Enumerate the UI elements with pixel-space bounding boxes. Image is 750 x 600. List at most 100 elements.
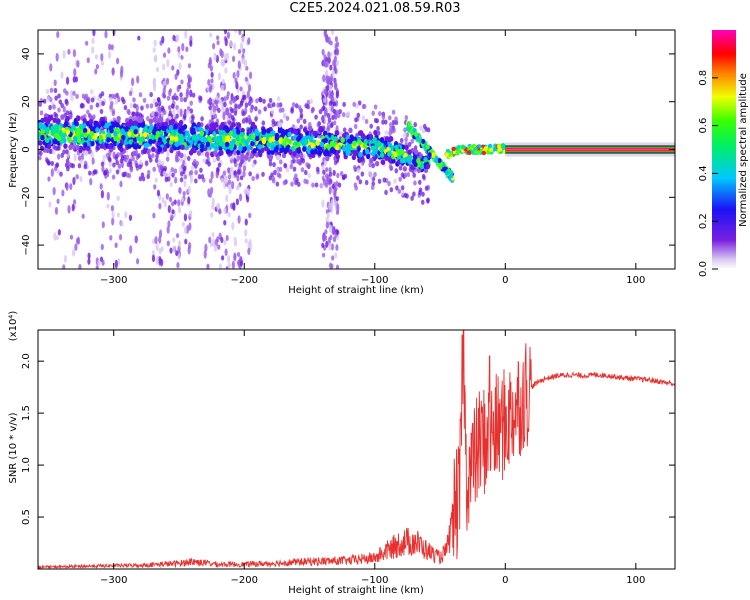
snr-series <box>38 330 675 569</box>
spectrogram-halo-cell <box>341 175 346 181</box>
spectrogram-noise-cell <box>217 72 222 81</box>
spectrogram-noise-cell <box>86 57 90 64</box>
spectrogram-halo-cell <box>183 174 188 180</box>
spectrogram-halo-cell <box>398 176 403 182</box>
spectrogram-halo-cell <box>369 123 374 129</box>
spectrogram-transition-cell <box>488 147 494 153</box>
spectrogram-ridge-cell <box>363 138 368 145</box>
spectrogram-halo-cell <box>142 97 147 103</box>
spectrogram-noise-cell <box>328 202 332 211</box>
spectrogram-halo-cell <box>230 108 234 114</box>
spectrogram-halo-cell <box>112 162 116 168</box>
spectrogram-noise-cell <box>223 207 227 215</box>
spectrogram-halo-cell <box>156 97 161 103</box>
spectrogram-halo-cell <box>208 98 212 104</box>
spectrogram-halo-cell <box>162 170 167 177</box>
spectrogram-noise-cell <box>163 200 167 208</box>
spectrogram-noise-cell <box>240 175 244 181</box>
spectrogram-halo-cell <box>388 163 393 170</box>
spectrogram-noise-cell <box>178 187 182 194</box>
spectrogram-halo-cell <box>315 166 320 172</box>
spectrogram-halo-cell <box>251 175 255 182</box>
spectrogram-noise-cell <box>204 243 208 252</box>
spectrogram-noise-cell <box>175 233 180 239</box>
spectrogram-noise-cell <box>106 191 110 201</box>
x-tick-label: −300 <box>100 275 127 286</box>
spectrogram-halo-cell <box>90 97 95 103</box>
spectrogram-ridge-cell <box>356 146 361 152</box>
spectrogram-halo-cell <box>248 171 252 177</box>
spectrogram-halo-cell <box>105 152 110 158</box>
spectrogram-halo-cell <box>282 180 287 186</box>
spectrogram-ridge-cell <box>373 129 378 136</box>
spectrogram-noise-cell <box>225 52 230 61</box>
spectrogram-halo-cell <box>234 103 238 109</box>
spectrogram-halo-cell <box>194 169 198 176</box>
spectrogram-noise-cell <box>168 196 173 202</box>
spectrogram-halo-cell <box>410 138 415 144</box>
spectrogram-halo-cell <box>65 110 70 116</box>
spectrogram-noise-cell <box>333 77 337 85</box>
spectrogram-halo-cell <box>342 127 347 133</box>
spectrogram-ridge-cell <box>142 148 147 155</box>
spectrogram-halo-cell <box>57 93 61 99</box>
spectrogram-halo-cell <box>384 189 388 196</box>
spectrogram-ridge-cell <box>168 124 174 131</box>
spectrogram-halo-cell <box>154 101 159 108</box>
spectrogram-noise-cell <box>62 105 66 113</box>
spectrogram-ridge-cell <box>225 148 231 155</box>
spectrogram-halo-cell <box>377 111 382 117</box>
spectrogram-halo-cell <box>404 114 409 121</box>
spectrogram-noise-cell <box>336 229 340 235</box>
spectrogram-ridge-cell <box>204 151 210 158</box>
spectrogram-noise-cell <box>329 92 333 100</box>
spectrogram-noise-cell <box>329 40 333 46</box>
spectrogram-noise-cell <box>187 74 191 80</box>
spectrogram-noise-cell <box>72 49 77 58</box>
spectrogram-halo-cell <box>176 108 181 114</box>
spectrogram-noise-cell <box>213 52 217 61</box>
spectrogram-noise-cell <box>329 51 333 58</box>
spectrogram-noise-cell <box>184 238 188 245</box>
spectrogram-halo-cell <box>190 165 195 171</box>
spectrogram-noise-cell <box>211 238 216 248</box>
spectrogram-halo-cell <box>96 96 101 102</box>
spectrogram-halo-cell <box>299 112 304 119</box>
spectrogram-noise-cell <box>332 236 337 243</box>
spectrogram-noise-cell <box>208 236 212 244</box>
spectrogram-ridge-cell <box>204 124 210 131</box>
spectrogram-noise-cell <box>244 187 249 195</box>
spectrogram-halo-cell <box>111 174 116 180</box>
spectrogram-ridge-cell <box>270 144 275 151</box>
spectrogram-halo-cell <box>127 173 132 179</box>
spectrogram-halo-cell <box>138 112 143 118</box>
spectrogram-ridge-cell <box>279 147 284 154</box>
spectrogram-halo-cell <box>140 105 144 111</box>
spectrogram-halo-cell <box>361 115 366 121</box>
spectrogram-ridge-cell <box>180 144 185 151</box>
spectrogram-ridge-cell <box>252 147 257 154</box>
spectrogram-halo-cell <box>300 167 305 173</box>
spectrogram-ridge-cell <box>162 146 168 152</box>
x-tick-label: 0 <box>502 575 508 586</box>
spectrogram-halo-cell <box>389 187 394 193</box>
spectrogram-ridge-cell <box>307 125 313 131</box>
spectrogram-noise-cell <box>95 64 100 70</box>
spectrogram-ridge-cell <box>330 146 335 153</box>
spectrogram-transition-cell <box>466 150 472 155</box>
spectrogram-halo-cell <box>135 163 139 169</box>
spectrogram-halo-cell <box>157 106 162 112</box>
spectrogram-noise-cell <box>173 199 177 205</box>
spectrogram-ridge-cell <box>273 146 279 152</box>
spectrogram-halo-cell <box>293 176 297 182</box>
spectrogram-y-ticks: −40 −20 0 20 40 <box>21 48 675 256</box>
spectrogram-halo-cell <box>397 188 402 194</box>
spectrogram-noise-cell <box>106 203 110 209</box>
spectrogram-ridge-cell <box>255 135 260 142</box>
spectrogram-ridge-cell <box>88 119 94 125</box>
spectrogram-noise-cell <box>236 184 240 190</box>
spectrogram-ridge-cell <box>309 136 314 143</box>
spectrogram-halo-cell <box>383 119 388 125</box>
spectrogram-ridge-cell <box>155 130 161 137</box>
spectrogram-ridge-cell <box>224 141 230 148</box>
